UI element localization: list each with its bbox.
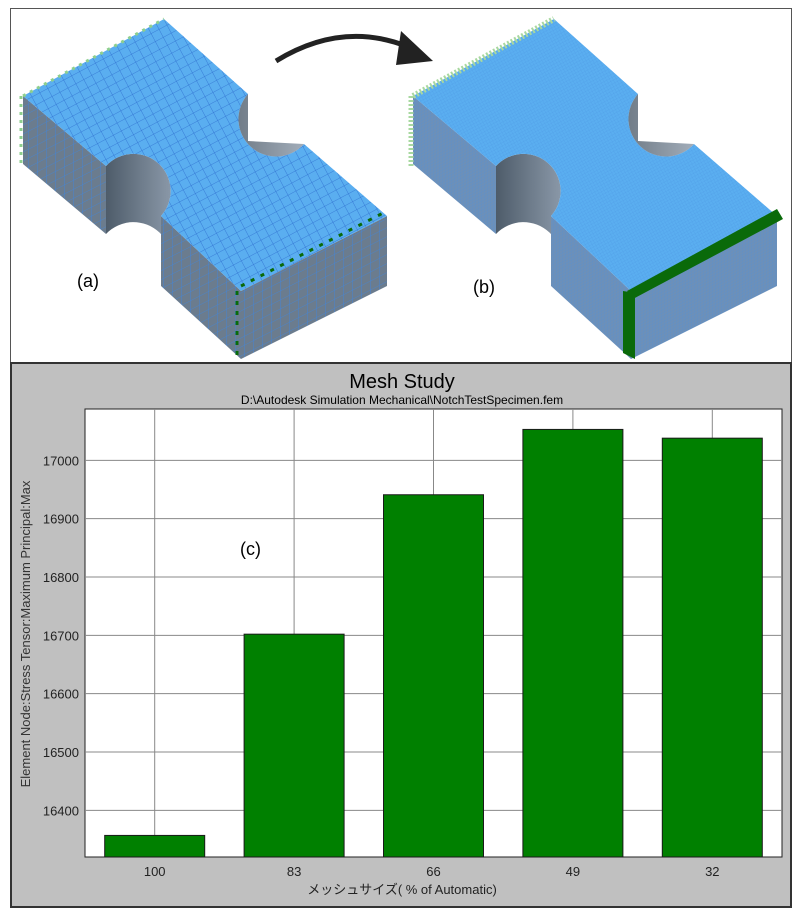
x-tick-label: 32 <box>705 864 719 879</box>
constraint-markers <box>22 17 165 98</box>
bar-66 <box>383 494 484 858</box>
y-tick-label: 16700 <box>43 628 79 643</box>
y-axis-label: Element Node:Stress Tensor:Maximum Princ… <box>18 480 33 787</box>
x-tick-label: 49 <box>566 864 580 879</box>
x-axis-label: メッシュサイズ( % of Automatic) <box>307 882 497 897</box>
mesh-comparison-panel: (a) (b) <box>10 8 792 363</box>
bar-49 <box>522 428 624 858</box>
y-tick-label: 16900 <box>43 512 79 527</box>
fine-mesh-model <box>408 16 783 359</box>
bar-100 <box>104 834 206 858</box>
panel-label-c: (c) <box>240 539 261 559</box>
y-tick-label: 16400 <box>43 803 79 818</box>
y-tick-label: 17000 <box>43 453 79 468</box>
panel-label-a: (a) <box>77 271 99 291</box>
chart-title: Mesh Study <box>349 371 455 393</box>
x-tick-label: 83 <box>287 864 301 879</box>
x-tick-label: 66 <box>426 864 440 879</box>
refinement-arrow-icon <box>274 33 407 64</box>
mesh-study-chart-panel: Mesh Study D:\Autodesk Simulation Mechan… <box>10 362 792 908</box>
load-arrows <box>235 209 388 359</box>
x-tick-label: 100 <box>144 864 166 879</box>
mesh-renderings <box>19 16 783 359</box>
bar-83 <box>243 633 345 858</box>
panel-label-b: (b) <box>473 277 495 297</box>
y-tick-label: 16600 <box>43 687 79 702</box>
bar-32 <box>661 437 763 858</box>
coarse-mesh-model <box>19 17 388 359</box>
bar-chart: Mesh Study D:\Autodesk Simulation Mechan… <box>18 371 783 897</box>
y-tick-label: 16500 <box>43 745 79 760</box>
chart-subtitle: D:\Autodesk Simulation Mechanical\NotchT… <box>241 393 563 407</box>
y-tick-label: 16800 <box>43 570 79 585</box>
